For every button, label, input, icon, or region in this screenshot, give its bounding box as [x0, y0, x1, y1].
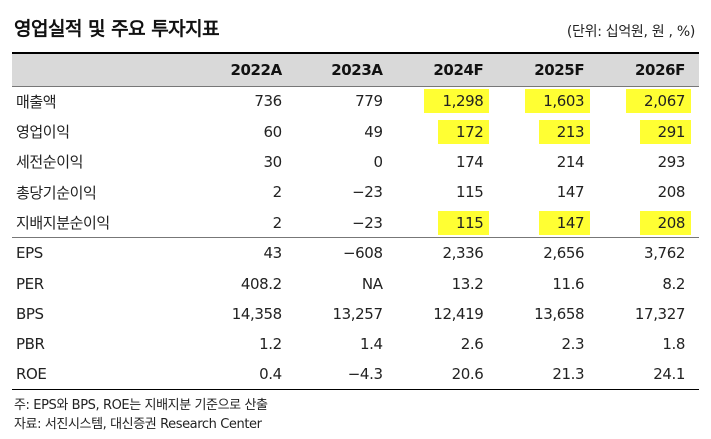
table-cell: 293 [657, 152, 686, 171]
highlighted-value: 213 [538, 119, 591, 144]
table-cell: 8.2 [662, 274, 685, 293]
row-label: 영업이익 [16, 123, 70, 142]
footnote-basis: 주: EPS와 BPS, ROE는 지배지분 기준으로 산출 [14, 398, 268, 413]
table-cell: 2 [195, 207, 296, 239]
highlighted-value: 115 [437, 210, 490, 235]
table-cell: 21.3 [497, 359, 599, 391]
table-cell: 2 [272, 183, 283, 202]
table-row: 세전순이익 30 0 174 214 293 [12, 147, 699, 177]
highlighted-value: 291 [639, 119, 691, 144]
footnote-source: 자료: 서진시스템, 대신증권 Research Center [14, 417, 262, 432]
row-label: 지배지분순이익 [12, 207, 195, 239]
table-cell: NA [361, 274, 383, 293]
table-row: 영업이익 60 49 172 213 291 [12, 116, 699, 146]
top-rule [12, 52, 699, 54]
header-cell-label [12, 54, 195, 87]
table-cell: −23 [352, 183, 383, 202]
table-row: EPS 43 −608 2,336 2,656 3,762 [12, 238, 699, 268]
table-cell: 214 [556, 152, 585, 171]
table-cell: −23 [295, 207, 397, 239]
table-cell: 20.6 [396, 359, 498, 391]
table-cell: 1.8 [662, 335, 685, 354]
table-cell: 17,327 [634, 304, 685, 323]
table-cell: 0.4 [195, 359, 296, 391]
table-cell: 408.2 [240, 274, 282, 293]
header-cell-2023a: 2023A [295, 54, 397, 87]
table-cell: 1.4 [359, 335, 383, 354]
table-row: 총당기순이익 2 −23 115 147 208 [12, 177, 699, 207]
table-body: 매출액 736 779 1,298 1,603 2,067 영업이익 60 49 172 213 29… [12, 86, 699, 391]
table-cell: 11.6 [552, 274, 585, 293]
highlighted-value: 1,603 [525, 89, 591, 114]
unit-label: (단위: 십억원, 원 , %) [566, 24, 695, 40]
table-cell: −608 [342, 244, 383, 263]
table-cell: 3,762 [644, 244, 685, 263]
table-cell: 2.3 [561, 335, 585, 354]
table-header: 2022A 2023A 2024F 2025F 2026F [12, 54, 699, 87]
highlighted-value: 172 [437, 119, 490, 144]
table-cell: 0 [373, 152, 383, 171]
highlighted-value: 208 [639, 210, 691, 235]
table-cell: 147 [556, 183, 585, 202]
table-row: PER 408.2 NA 13.2 11.6 8.2 [12, 268, 699, 298]
row-label: ROE [12, 359, 195, 391]
table-cell: 13.2 [451, 274, 484, 293]
header-cell-2025f: 2025F [497, 54, 599, 87]
table-cell: 291 [598, 116, 699, 146]
financial-table: 2022A 2023A 2024F 2025F 2026F 매출액 736 779 1… [12, 54, 699, 391]
table-cell: 1.2 [259, 335, 282, 354]
footnotes: 주: EPS와 BPS, ROE는 지배지분 기준으로 산출 자료: 서진시스템… [14, 396, 268, 434]
table-cell: 24.1 [598, 359, 699, 391]
table-cell: 30 [263, 152, 283, 171]
table-cell: 115 [455, 183, 484, 202]
row-label: PBR [16, 335, 45, 354]
table-cell: 147 [497, 207, 599, 239]
header-cell-2026f: 2026F [598, 54, 699, 87]
header-row: 2022A 2023A 2024F 2025F 2026F [12, 54, 699, 87]
table-cell: 736 [254, 92, 282, 111]
table-cell: 14,358 [231, 304, 282, 323]
table-cell: 49 [364, 122, 383, 141]
table-cell: 208 [598, 207, 699, 239]
header-cell-2024f: 2024F [396, 54, 498, 87]
table-row: BPS 14,358 13,257 12,419 13,658 17,327 [12, 299, 699, 329]
table-cell: 779 [355, 92, 383, 111]
table-cell: 12,419 [433, 304, 484, 323]
table-cell: 43 [263, 244, 283, 263]
highlighted-value: 147 [538, 210, 591, 235]
table-cell: 2,067 [598, 86, 699, 116]
table-cell: 213 [497, 116, 598, 146]
table-row: 매출액 736 779 1,298 1,603 2,067 [12, 86, 699, 116]
table-cell: 208 [657, 183, 686, 202]
table-cell: 13,658 [534, 304, 585, 323]
row-label: EPS [16, 244, 43, 263]
table-cell: 2,336 [442, 244, 484, 263]
highlighted-value: 2,067 [626, 89, 691, 114]
table-cell: 60 [263, 122, 283, 141]
table-row: ROE 0.4 −4.3 20.6 21.3 24.1 [12, 359, 699, 391]
table-cell: 13,257 [332, 304, 383, 323]
table-cell: 2.6 [460, 335, 484, 354]
table-cell: 172 [397, 116, 498, 146]
table-row: 지배지분순이익 2 −23 115 147 208 [12, 207, 699, 239]
table-cell: 174 [455, 152, 484, 171]
row-label: BPS [16, 304, 44, 323]
table-cell: 1,603 [497, 86, 598, 116]
header-cell-2022a: 2022A [195, 54, 296, 87]
row-label: 매출액 [16, 92, 57, 111]
table-title: 영업실적 및 주요 투자지표 [14, 18, 220, 40]
table-cell: 115 [396, 207, 498, 239]
highlighted-value: 1,298 [424, 89, 490, 114]
row-label: 총당기순이익 [16, 183, 97, 202]
row-label: 세전순이익 [16, 153, 84, 172]
table-cell: 1,298 [397, 86, 498, 116]
table-cell: −4.3 [295, 359, 397, 391]
table-row: PBR 1.2 1.4 2.6 2.3 1.8 [12, 329, 699, 359]
table-cell: 2,656 [543, 244, 585, 263]
row-label: PER [16, 274, 44, 293]
